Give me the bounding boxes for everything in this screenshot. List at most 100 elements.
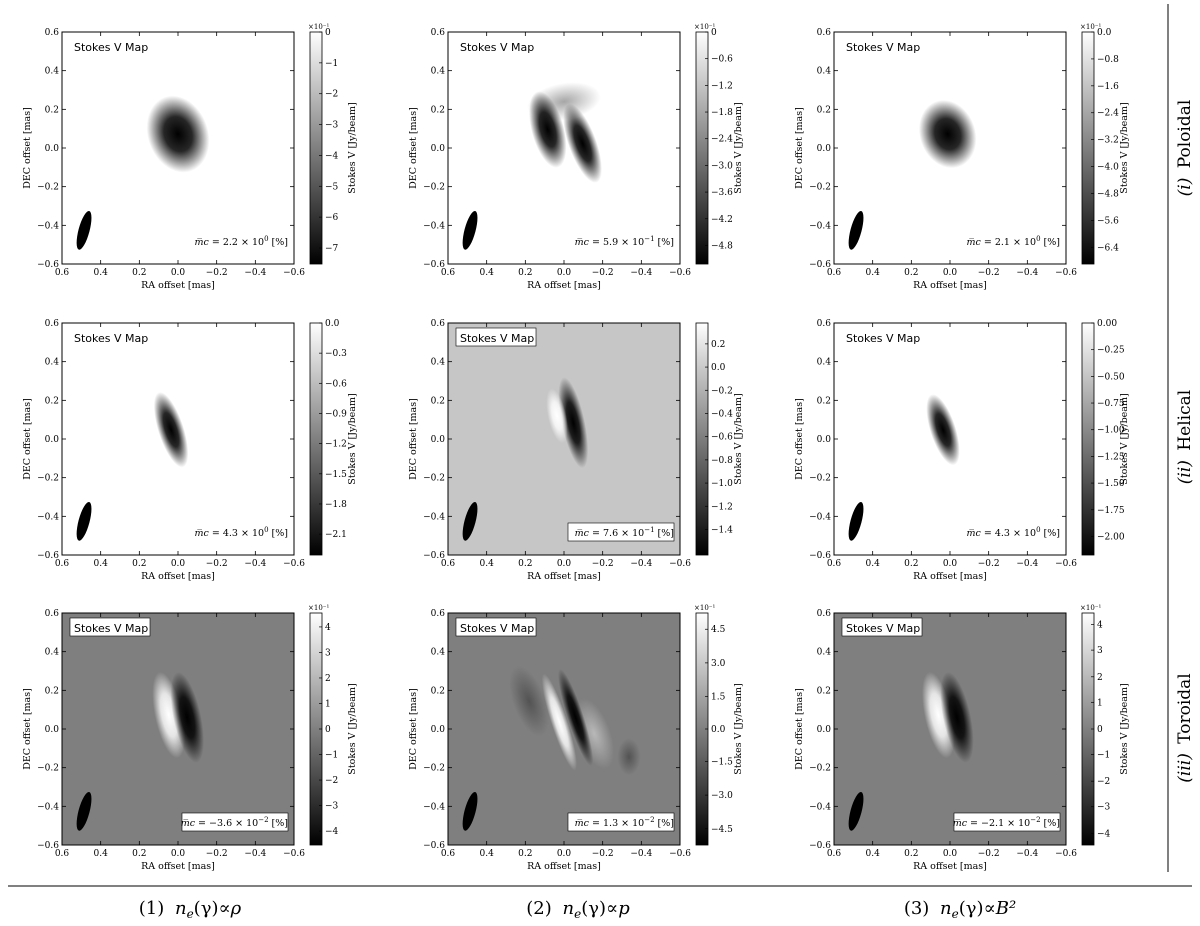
colorbar: 4 3 2 1 0 −1 −2 −3 −4 ×10⁻¹ Stokes V [Jy/beam] xyxy=(308,604,358,846)
colorbar-label: Stokes V [Jy/beam] xyxy=(733,393,744,484)
y-tick-label: −0.6 xyxy=(809,551,831,561)
colorbar-tick-label: −0.4 xyxy=(711,409,733,419)
mean-circular-polarization: m̅c = −3.6 × 10−2 [%] xyxy=(181,816,288,829)
colorbar-tick-label: 3 xyxy=(325,648,331,658)
colorbar-tick-label: −2 xyxy=(1097,777,1110,787)
x-tick-label: 0.0 xyxy=(943,559,958,569)
x-tick-label: 0.4 xyxy=(480,849,495,859)
colorbar-tick-label: −7 xyxy=(325,244,339,254)
y-tick-label: −0.2 xyxy=(423,183,445,193)
y-axis-label: DEC offset [mas] xyxy=(22,398,33,480)
stokes-v-panel: Stokes V Map m̅c = 2.1 × 100 [%] 0.6 0.4 0.2… xyxy=(794,23,1130,291)
x-axis: 0.6 0.4 0.2 0.0 −0.2 −0.4 −0.6 RA offset [mas] xyxy=(55,613,305,872)
x-tick-label: 0.0 xyxy=(943,849,958,859)
colorbar-exponent: ×10⁻¹ xyxy=(1080,23,1101,31)
mc-box xyxy=(953,812,1061,832)
colorbar-label: Stokes V [Jy/beam] xyxy=(347,683,358,774)
x-tick-label: 0.0 xyxy=(171,849,186,859)
y-tick-label: 0.0 xyxy=(431,435,446,445)
x-tick-label: −0.4 xyxy=(1016,268,1038,278)
colorbar-tick-label: −4 xyxy=(325,151,339,161)
x-tick-label: −0.2 xyxy=(592,559,614,569)
emission-blob xyxy=(153,392,189,468)
y-tick-label: 0.2 xyxy=(431,105,445,115)
colorbar-tick-label: −0.6 xyxy=(711,55,733,65)
colorbar-tick-label: 1 xyxy=(1097,698,1103,708)
x-axis-label: RA offset [mas] xyxy=(913,280,987,291)
colorbar-tick-label: −3 xyxy=(325,121,339,131)
y-axis: 0.6 0.4 0.2 0.0 −0.2 −0.4 −0.6 DEC offset [mas] xyxy=(22,319,294,561)
colorbar-tick-label: −1.8 xyxy=(325,500,347,510)
colorbar-tick-label: −1.50 xyxy=(1097,479,1125,489)
y-tick-label: 0.6 xyxy=(45,319,60,329)
x-axis-label: RA offset [mas] xyxy=(913,861,987,872)
colorbar-tick-label: 4 xyxy=(1097,621,1103,631)
x-axis: 0.6 0.4 0.2 0.0 −0.2 −0.4 −0.6 RA offset [mas] xyxy=(441,32,691,291)
y-axis: 0.6 0.4 0.2 0.0 −0.2 −0.4 −0.6 DEC offset [mas] xyxy=(408,28,680,270)
mean-circular-polarization: m̅c = 4.3 × 100 [%] xyxy=(195,526,288,539)
x-tick-label: −0.2 xyxy=(978,268,1000,278)
emission-blob xyxy=(546,388,568,444)
colorbar-tick-label: −1 xyxy=(325,751,338,761)
colorbar-tick-label: −1.00 xyxy=(1097,426,1125,436)
colorbar-tick-label: 3 xyxy=(1097,646,1103,656)
x-tick-label: 0.0 xyxy=(171,268,186,278)
x-axis: 0.6 0.4 0.2 0.0 −0.2 −0.4 −0.6 RA offset [mas] xyxy=(441,613,691,872)
colorbar-tick-label: −2 xyxy=(325,90,338,100)
colorbar-tick-label: −2.4 xyxy=(711,135,733,145)
y-tick-label: 0.2 xyxy=(45,105,59,115)
colorbar-tick-label: −6.4 xyxy=(1097,243,1119,253)
colorbar-tick-label: −1.4 xyxy=(711,525,733,535)
x-axis: 0.6 0.4 0.2 0.0 −0.2 −0.4 −0.6 RA offset [mas] xyxy=(827,613,1077,872)
x-tick-label: −0.6 xyxy=(1055,268,1077,278)
y-tick-label: 0.2 xyxy=(817,686,831,696)
y-axis: 0.6 0.4 0.2 0.0 −0.2 −0.4 −0.6 DEC offset [mas] xyxy=(794,319,1066,561)
emission-blob xyxy=(558,377,589,469)
y-tick-label: −0.2 xyxy=(37,183,59,193)
mean-circular-polarization: m̅c = 5.9 × 10−1 [%] xyxy=(575,235,674,248)
colorbar-tick-label: −2.4 xyxy=(1097,109,1119,119)
x-tick-label: 0.6 xyxy=(55,559,70,569)
colorbar: 0 −1 −2 −3 −4 −5 −6 −7 ×10⁻¹ Stokes V [Jy/beam] xyxy=(308,23,358,265)
x-tick-label: −0.4 xyxy=(244,849,266,859)
x-tick-label: 0.4 xyxy=(480,268,495,278)
colorbar-tick-label: −0.25 xyxy=(1097,346,1125,356)
emission-blob xyxy=(617,738,641,776)
y-tick-label: −0.4 xyxy=(809,221,831,231)
x-tick-label: 0.6 xyxy=(441,559,456,569)
y-axis-label: DEC offset [mas] xyxy=(794,398,805,480)
x-tick-label: −0.2 xyxy=(206,268,228,278)
colorbar-tick-label: −0.8 xyxy=(711,456,733,466)
beam-ellipse xyxy=(76,501,92,541)
y-axis: 0.6 0.4 0.2 0.0 −0.2 −0.4 −0.6 DEC offset [mas] xyxy=(22,609,294,851)
emission-blob xyxy=(527,82,601,121)
colorbar-tick-label: 0 xyxy=(325,28,331,38)
x-tick-label: 0.6 xyxy=(827,849,842,859)
y-tick-label: 0.6 xyxy=(431,319,446,329)
emission-blobs xyxy=(153,392,189,468)
y-tick-label: 0.6 xyxy=(817,609,832,619)
colorbar-tick-label: −1.8 xyxy=(711,108,733,118)
x-tick-label: −0.2 xyxy=(978,559,1000,569)
y-tick-label: 0.0 xyxy=(45,725,60,735)
beam-ellipse xyxy=(76,791,92,831)
y-tick-label: 0.0 xyxy=(431,725,446,735)
x-tick-label: −0.2 xyxy=(206,559,228,569)
x-tick-label: −0.2 xyxy=(592,268,614,278)
colorbar-tick-label: −0.75 xyxy=(1097,399,1125,409)
y-tick-label: 0.0 xyxy=(817,144,832,154)
colorbar-tick-label: −4 xyxy=(1097,829,1111,839)
mean-circular-polarization: m̅c = 1.3 × 10−2 [%] xyxy=(575,816,674,829)
colorbar-label: Stokes V [Jy/beam] xyxy=(733,102,744,193)
emission-blob xyxy=(940,671,974,763)
mean-circular-polarization: m̅c = −2.1 × 10−2 [%] xyxy=(953,816,1060,829)
panel-title: Stokes V Map xyxy=(846,622,920,635)
colorbar-tick-label: −3 xyxy=(1097,803,1111,813)
x-axis: 0.6 0.4 0.2 0.0 −0.2 −0.4 −0.6 RA offset [mas] xyxy=(55,323,305,582)
mean-circular-polarization: m̅c = 7.6 × 10−1 [%] xyxy=(575,526,674,539)
y-tick-label: −0.2 xyxy=(37,764,59,774)
x-tick-label: −0.6 xyxy=(669,849,691,859)
colorbar-tick-label: 2 xyxy=(1097,673,1103,683)
y-tick-label: −0.6 xyxy=(423,260,445,270)
